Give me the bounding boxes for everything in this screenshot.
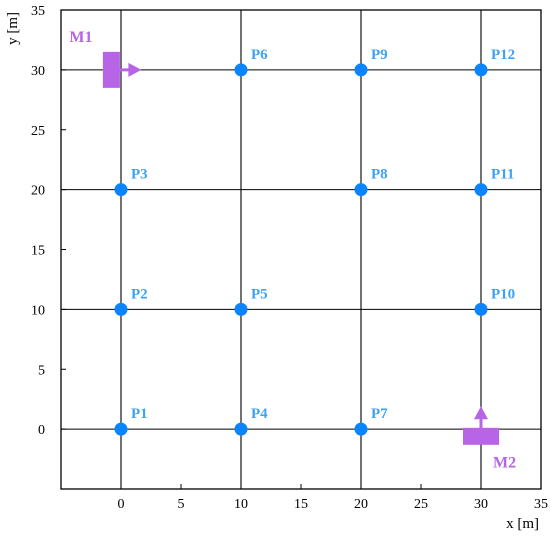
point-label: P12 [491,47,515,63]
grid [61,10,541,489]
y-tick-label: 30 [31,64,45,79]
markers: M1 M2 [69,29,516,471]
point-label: P7 [371,406,388,422]
y-tick-label: 25 [31,124,45,139]
point-label: P1 [131,406,148,422]
point-label: P5 [251,286,268,302]
y-tick-label: 0 [38,423,45,438]
x-axis-label: x [m] [506,516,539,532]
marker-label: M1 [69,29,92,46]
point-marker [114,302,128,316]
marker-label: M2 [493,454,516,471]
point-marker [354,183,368,197]
point-marker [234,422,248,436]
x-tick-label: 25 [414,497,428,512]
point-marker [234,302,248,316]
y-tick-label: 35 [31,4,45,19]
point-marker [114,422,128,436]
point-marker [354,422,368,436]
x-tick-label: 0 [118,497,125,512]
x-tick-label: 30 [474,497,488,512]
x-tick-label: 10 [234,497,248,512]
axis-ticks: 0 5 10 15 20 25 30 35 0 5 10 15 20 25 30 35 [31,4,548,512]
point-label: P6 [251,47,268,63]
point-label: P8 [371,167,388,183]
x-tick-label: 5 [178,497,185,512]
point-marker [114,183,128,197]
marker-box [463,427,499,445]
y-tick-label: 10 [31,303,45,318]
x-tick-label: 15 [294,497,308,512]
marker-arrow-head [474,406,488,420]
y-tick-label: 15 [31,244,45,259]
points: P1 P2 P3 P4 P5 P6 P7 P8 P9 P10 P11 P12 [114,47,515,436]
point-label: P3 [131,167,148,183]
point-label: P2 [131,286,148,302]
marker-arrow-head [128,62,142,77]
point-label: P4 [251,406,268,422]
x-tick-label: 20 [354,497,368,512]
marker-box [102,51,120,88]
x-tick-label: 35 [534,497,548,512]
point-marker [474,302,488,316]
point-marker [354,63,368,77]
point-marker [474,63,488,77]
y-tick-label: 5 [38,363,45,378]
point-marker [474,183,488,197]
point-label: P11 [491,167,514,183]
point-marker [234,63,248,77]
y-axis-label: y [m] [5,12,21,45]
point-label: P9 [371,47,388,63]
point-label: P10 [491,286,515,302]
y-tick-label: 20 [31,184,45,199]
